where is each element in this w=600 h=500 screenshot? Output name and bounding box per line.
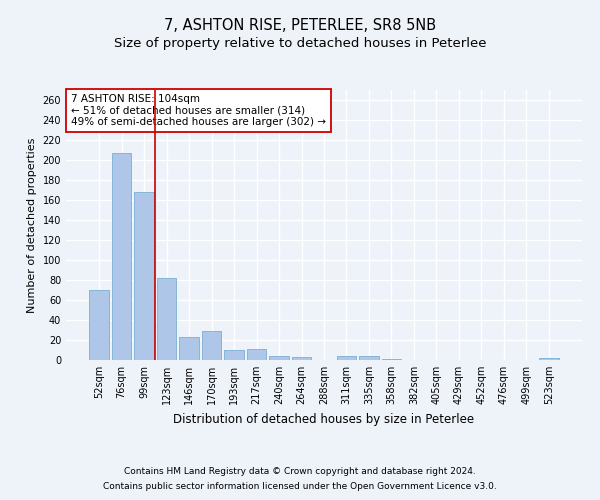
Bar bbox=[539, 358, 559, 360]
Bar bbox=[292, 357, 311, 360]
Bar bbox=[134, 192, 154, 360]
Text: 7, ASHTON RISE, PETERLEE, SR8 5NB: 7, ASHTON RISE, PETERLEE, SR8 5NB bbox=[164, 18, 436, 32]
Bar bbox=[224, 350, 244, 360]
Text: Size of property relative to detached houses in Peterlee: Size of property relative to detached ho… bbox=[114, 38, 486, 51]
Bar bbox=[157, 278, 176, 360]
Text: 7 ASHTON RISE: 104sqm
← 51% of detached houses are smaller (314)
49% of semi-det: 7 ASHTON RISE: 104sqm ← 51% of detached … bbox=[71, 94, 326, 127]
X-axis label: Distribution of detached houses by size in Peterlee: Distribution of detached houses by size … bbox=[173, 412, 475, 426]
Bar bbox=[89, 290, 109, 360]
Bar bbox=[247, 349, 266, 360]
Y-axis label: Number of detached properties: Number of detached properties bbox=[27, 138, 37, 312]
Bar bbox=[382, 359, 401, 360]
Text: Contains HM Land Registry data © Crown copyright and database right 2024.: Contains HM Land Registry data © Crown c… bbox=[124, 467, 476, 476]
Bar bbox=[337, 356, 356, 360]
Bar bbox=[359, 356, 379, 360]
Bar bbox=[269, 356, 289, 360]
Bar bbox=[202, 331, 221, 360]
Bar bbox=[112, 153, 131, 360]
Bar bbox=[179, 337, 199, 360]
Text: Contains public sector information licensed under the Open Government Licence v3: Contains public sector information licen… bbox=[103, 482, 497, 491]
